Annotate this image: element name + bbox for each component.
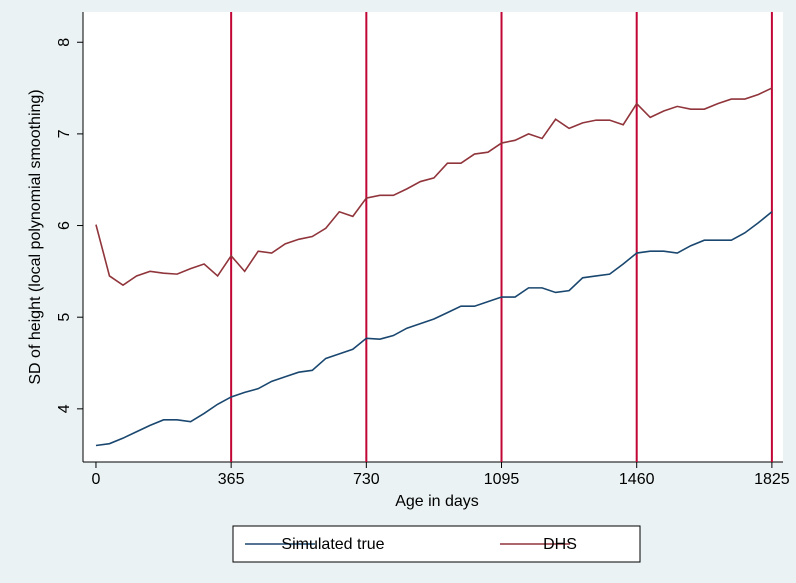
y-tick-label: 6: [56, 221, 73, 230]
series-line: [95, 211, 773, 447]
y-tick-label: 7: [56, 129, 73, 138]
x-axis-title: Age in days: [395, 493, 479, 510]
legend-label: DHS: [543, 536, 577, 553]
x-tick-label: 730: [353, 471, 380, 488]
plot-area: [83, 12, 783, 462]
y-tick-label: 8: [56, 38, 73, 47]
x-tick-label: 1825: [754, 471, 790, 488]
x-tick-label: 1460: [619, 471, 655, 488]
y-tick-label: 4: [56, 404, 73, 413]
series-line: [95, 87, 773, 287]
x-tick-label: 365: [218, 471, 245, 488]
x-tick-label: 0: [92, 471, 101, 488]
legend-label: Simulated true: [281, 536, 384, 553]
y-tick-label: 5: [56, 313, 73, 322]
x-tick-label: 1095: [484, 471, 520, 488]
y-axis-title: SD of height (local polynomial smoothing…: [27, 89, 44, 384]
